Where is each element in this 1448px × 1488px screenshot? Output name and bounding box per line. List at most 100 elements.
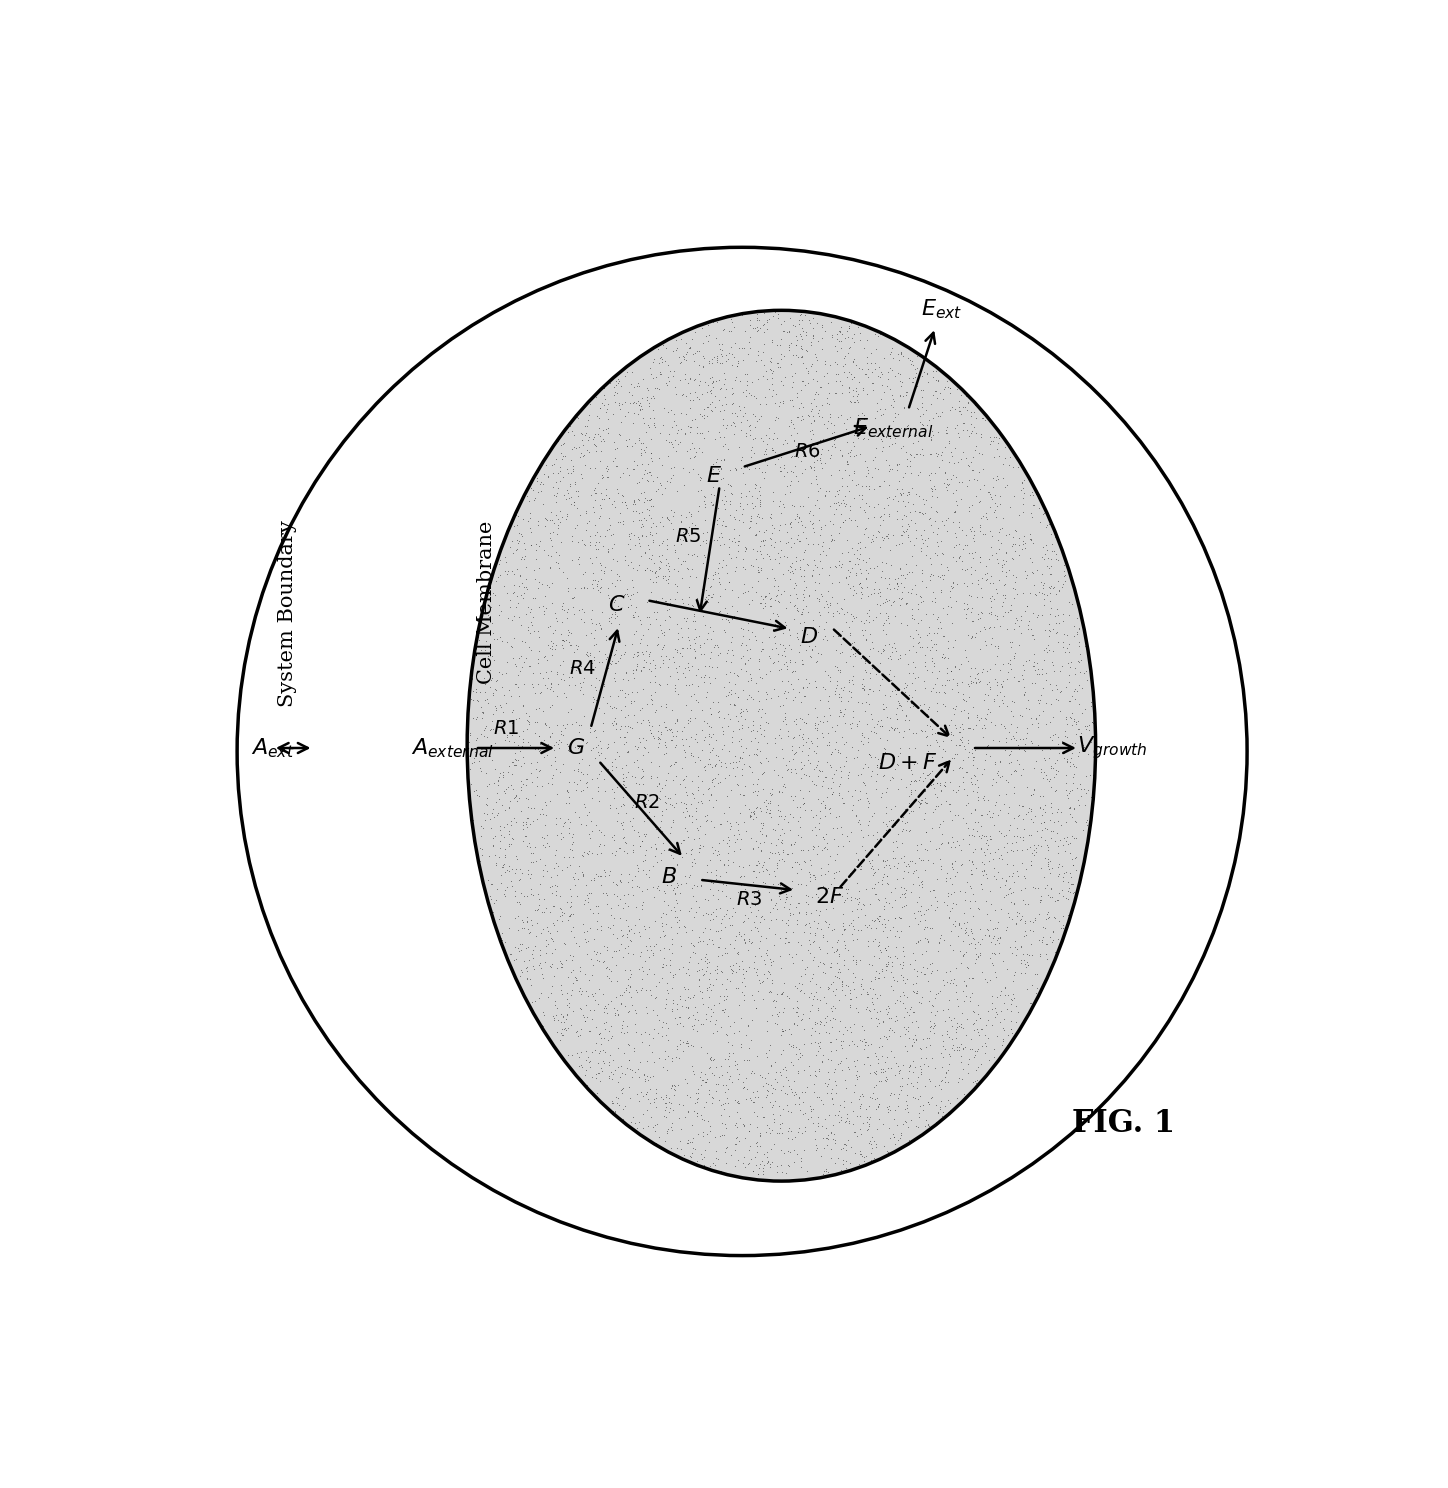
- Point: [731, 555, 754, 579]
- Point: [731, 809, 754, 833]
- Point: [772, 652, 795, 676]
- Point: [597, 732, 620, 756]
- Point: [792, 920, 815, 943]
- Point: [500, 826, 523, 850]
- Point: [789, 1149, 812, 1173]
- Point: [495, 562, 518, 586]
- Point: [831, 978, 854, 1001]
- Point: [717, 1055, 740, 1079]
- Point: [534, 644, 557, 668]
- Point: [738, 330, 762, 354]
- Point: [783, 1125, 807, 1149]
- Point: [1043, 539, 1066, 562]
- Point: [854, 475, 877, 498]
- Point: [925, 667, 948, 690]
- Point: [630, 628, 653, 652]
- Point: [953, 911, 976, 934]
- Point: [607, 649, 630, 673]
- Point: [937, 884, 960, 908]
- Point: [712, 513, 736, 537]
- Point: [724, 365, 747, 388]
- Point: [529, 682, 552, 705]
- Point: [927, 369, 950, 393]
- Point: [946, 955, 969, 979]
- Point: [656, 557, 679, 580]
- Point: [510, 960, 533, 984]
- Point: [689, 833, 712, 857]
- Point: [753, 449, 776, 473]
- Point: [935, 893, 959, 917]
- Point: [862, 637, 885, 661]
- Point: [644, 570, 668, 594]
- Point: [986, 985, 1009, 1009]
- Point: [815, 821, 838, 845]
- Point: [1041, 640, 1064, 664]
- Point: [854, 464, 877, 488]
- Point: [815, 838, 838, 862]
- Point: [599, 1025, 623, 1049]
- Point: [1032, 586, 1056, 610]
- Point: [946, 778, 969, 802]
- Point: [699, 490, 723, 513]
- Point: [685, 1089, 708, 1113]
- Point: [585, 1015, 608, 1039]
- Point: [494, 937, 517, 961]
- Point: [983, 713, 1006, 737]
- Point: [940, 969, 963, 992]
- Point: [972, 504, 995, 528]
- Point: [892, 991, 915, 1015]
- Point: [497, 854, 520, 878]
- Point: [1016, 689, 1040, 713]
- Point: [824, 350, 847, 373]
- Point: [776, 1140, 799, 1164]
- Point: [954, 533, 977, 557]
- Point: [786, 396, 809, 420]
- Point: [792, 396, 815, 420]
- Point: [844, 604, 867, 628]
- Point: [637, 415, 660, 439]
- Point: [809, 515, 833, 539]
- Point: [1018, 909, 1041, 933]
- Point: [814, 1019, 837, 1043]
- Point: [927, 815, 950, 839]
- Point: [714, 417, 737, 440]
- Point: [644, 1119, 668, 1143]
- Point: [905, 1009, 928, 1033]
- Point: [611, 1098, 634, 1122]
- Point: [705, 344, 728, 368]
- Point: [682, 388, 705, 412]
- Point: [773, 512, 796, 536]
- Point: [595, 628, 618, 652]
- Point: [992, 552, 1015, 576]
- Point: [821, 1015, 844, 1039]
- Point: [621, 632, 644, 656]
- Point: [720, 682, 743, 705]
- Point: [835, 600, 859, 623]
- Point: [581, 576, 604, 600]
- Point: [975, 1013, 998, 1037]
- Point: [694, 1138, 717, 1162]
- Point: [1025, 650, 1048, 674]
- Point: [701, 371, 724, 394]
- Point: [738, 1112, 762, 1135]
- Point: [670, 756, 694, 780]
- Point: [752, 762, 775, 786]
- Point: [809, 405, 833, 429]
- Point: [763, 677, 786, 701]
- Point: [930, 1104, 953, 1128]
- Point: [1053, 552, 1076, 576]
- Point: [685, 1080, 708, 1104]
- Point: [469, 824, 492, 848]
- Point: [569, 997, 592, 1021]
- Point: [573, 1009, 597, 1033]
- Point: [825, 937, 849, 961]
- Point: [746, 1134, 769, 1158]
- Point: [705, 507, 728, 531]
- Point: [838, 576, 862, 600]
- Point: [681, 327, 704, 351]
- Point: [585, 725, 608, 748]
- Point: [872, 765, 895, 789]
- Point: [704, 1146, 727, 1170]
- Point: [785, 434, 808, 458]
- Point: [1035, 539, 1058, 562]
